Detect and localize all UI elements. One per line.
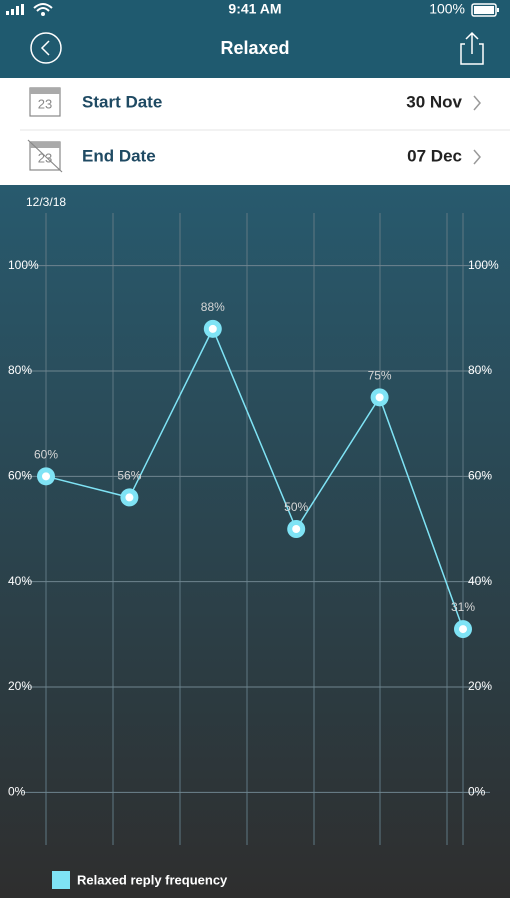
data-point-center	[208, 324, 217, 333]
status-time: 9:41 AM	[228, 1, 281, 17]
data-label: 60%	[34, 448, 58, 462]
y-tick-label: 0%	[8, 785, 26, 799]
data-point-center	[459, 625, 467, 634]
series-line	[45, 327, 464, 630]
date-panel	[0, 78, 510, 185]
y-tick-label: 40%	[8, 574, 32, 588]
battery-level: 100%	[429, 1, 465, 17]
date-label: Start Date	[82, 92, 162, 111]
y2-tick-label: 20%	[468, 679, 492, 693]
y2-tick-label: 80%	[468, 363, 492, 377]
data-point-center	[292, 525, 301, 533]
chart-date-label: 12/3/18	[26, 195, 66, 209]
start-date-row[interactable]: 23 Start Date 30 Nov	[29, 87, 481, 117]
signal-icon	[6, 4, 24, 15]
legend-label: Relaxed reply frequency	[77, 872, 228, 887]
share-button[interactable]	[460, 31, 484, 65]
end-date-row[interactable]: 23 End Date 07 Dec	[27, 139, 481, 173]
data-label: 50%	[284, 500, 308, 514]
data-label: 88%	[201, 300, 225, 314]
data-label: 56%	[117, 469, 141, 483]
y2-tick-label: 100%	[468, 258, 499, 272]
y2-tick-label: 40%	[468, 574, 492, 588]
y2-tick-label: 60%	[468, 469, 492, 483]
data-label: 31%	[451, 600, 475, 614]
data-point-center	[375, 393, 384, 402]
back-button[interactable]	[30, 32, 62, 64]
y-tick-label: 100%	[8, 258, 39, 272]
data-point-center	[125, 493, 134, 502]
chart-background	[0, 185, 510, 898]
vertical-grid	[45, 213, 464, 845]
y2-tick-label: 0%	[468, 785, 486, 799]
date-value: 30 Nov	[406, 92, 462, 111]
calendar-day: 23	[38, 96, 52, 111]
date-value: 07 Dec	[407, 146, 462, 165]
y-tick-label: 20%	[8, 679, 32, 693]
header-title: Relaxed	[220, 38, 289, 58]
y-tick-label: 60%	[8, 469, 32, 483]
data-label: 75%	[368, 369, 392, 383]
data-point-center	[42, 472, 50, 481]
y-tick-label: 80%	[8, 363, 32, 377]
legend-swatch	[52, 871, 70, 889]
battery-icon	[471, 3, 499, 17]
date-label: End Date	[82, 146, 156, 165]
calendar-day: 23	[38, 150, 52, 165]
top-bar	[0, 0, 510, 78]
wifi-icon	[33, 3, 53, 16]
